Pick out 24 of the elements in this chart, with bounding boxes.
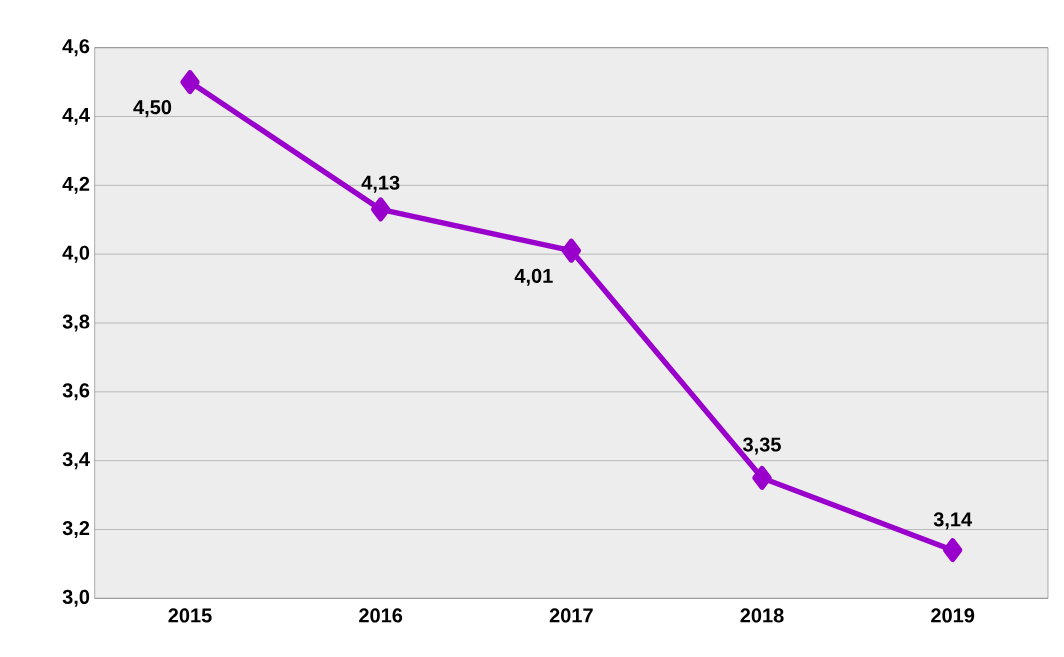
point: [561, 238, 582, 263]
point: [180, 70, 200, 95]
data-label: 4,01: [514, 268, 553, 286]
point: [943, 538, 963, 563]
y-tick-label: 3,4: [62, 452, 90, 470]
y-tick-label: 4,4: [62, 108, 90, 125]
data-label: 4,50: [133, 100, 172, 118]
x-tick-label: 2018: [740, 608, 784, 623]
y-tick-label: 3,0: [62, 589, 90, 607]
y-tick-label: 3,8: [62, 314, 90, 332]
y-tick-label: 4,6: [62, 39, 90, 57]
y-tick-label: 4,2: [62, 176, 90, 194]
data-label: 3,14: [933, 512, 973, 530]
x-tick-label: 2019: [931, 608, 975, 623]
y-tick-label: 3,2: [62, 520, 90, 539]
data-label: 3,35: [743, 437, 781, 455]
x-tick-label: 2016: [359, 608, 403, 623]
data-label: 4,13: [361, 175, 400, 193]
x-tick-label: 2015: [168, 608, 212, 623]
y-tick-label: 3,6: [62, 383, 90, 401]
point: [752, 465, 772, 490]
point: [371, 197, 391, 222]
y-tick-label: 4,0: [62, 245, 90, 263]
x-tick-label: 2017: [549, 608, 593, 623]
